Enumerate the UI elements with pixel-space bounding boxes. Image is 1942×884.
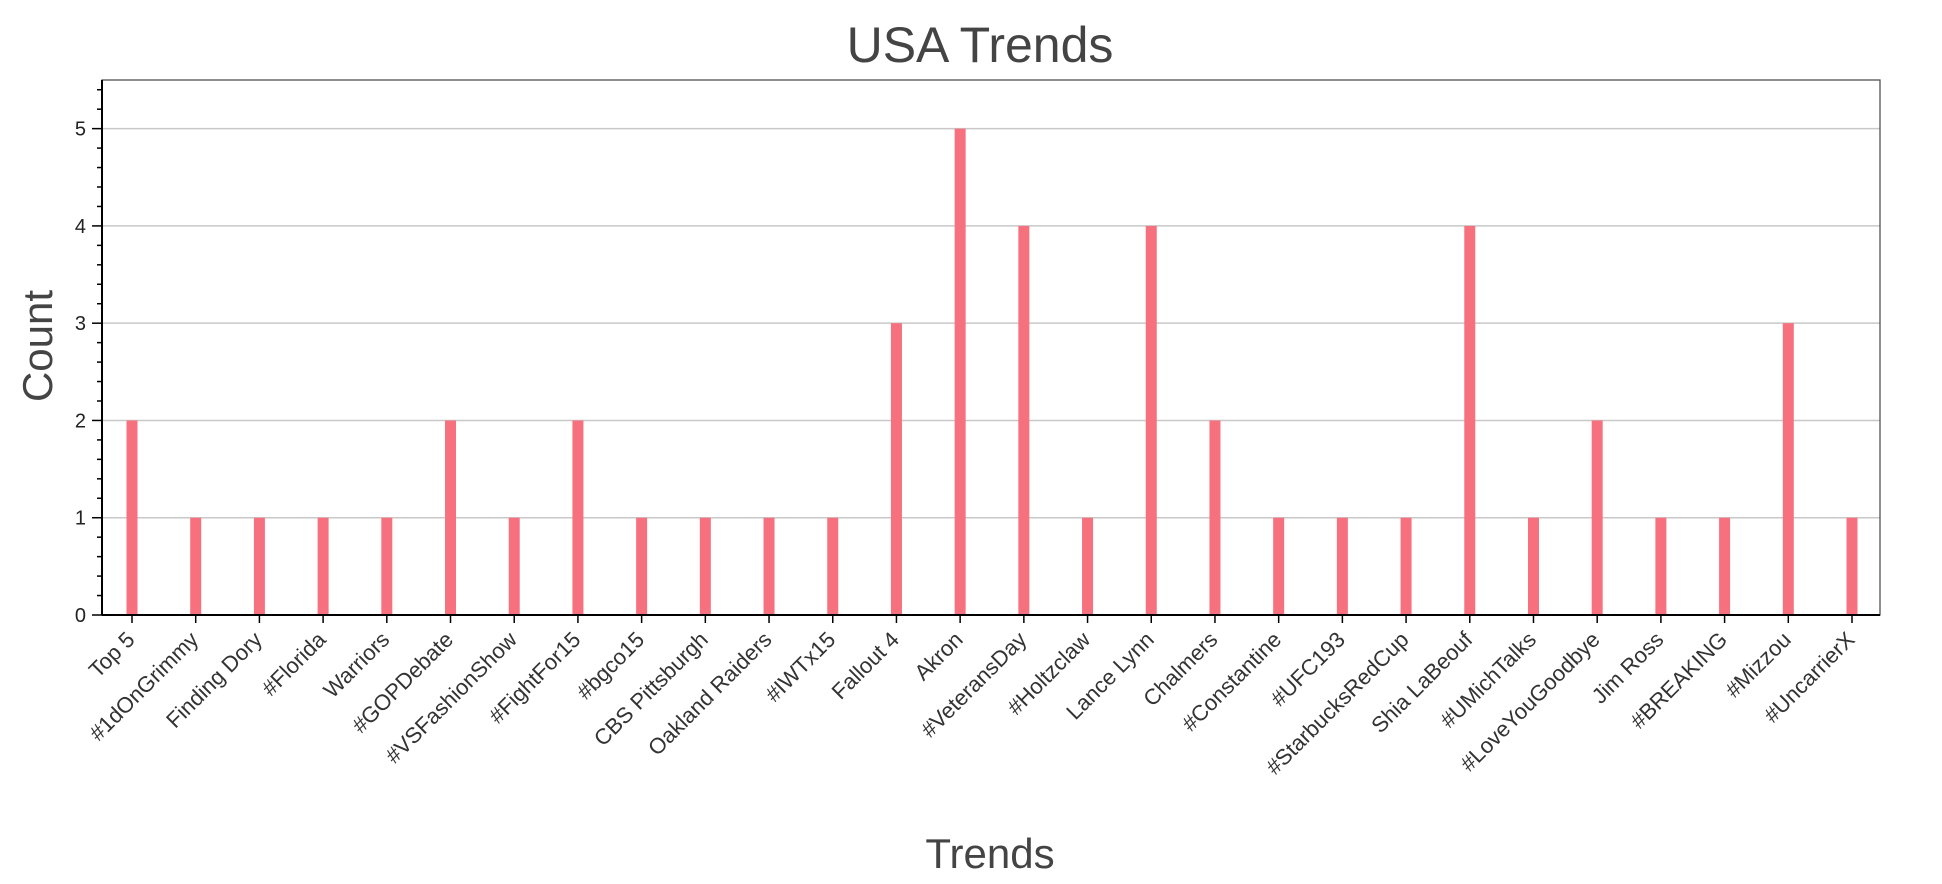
bar — [1400, 517, 1412, 615]
chart-title: USA Trends — [847, 17, 1114, 73]
gridlines — [102, 127, 1880, 519]
y-tick-label: 5 — [75, 119, 86, 141]
bar — [636, 517, 648, 615]
bar — [253, 517, 265, 615]
x-tick-label: CBS Pittsburgh — [589, 627, 713, 751]
x-axis-label: Trends — [925, 830, 1054, 877]
bar — [126, 420, 138, 615]
bar — [1846, 517, 1858, 615]
bars — [126, 128, 1858, 616]
bar — [1655, 517, 1667, 615]
bar — [572, 420, 584, 615]
y-tick-label: 0 — [75, 605, 86, 627]
bar — [381, 517, 393, 615]
bar — [1464, 225, 1476, 615]
x-tick-label: #Florida — [257, 626, 331, 700]
bar — [190, 517, 202, 615]
bar — [1145, 225, 1157, 615]
y-tick-label: 2 — [75, 410, 86, 432]
x-tick-label: Akron — [909, 627, 967, 685]
y-tick-label: 3 — [75, 313, 86, 335]
bar — [827, 517, 839, 615]
bar — [508, 517, 520, 615]
x-tick-label: Fallout 4 — [827, 627, 904, 704]
bar — [1336, 517, 1348, 615]
bar — [317, 517, 329, 615]
bar — [890, 323, 902, 615]
bar — [1082, 517, 1094, 615]
bar — [1018, 225, 1030, 615]
y-tick-label: 1 — [75, 508, 86, 530]
y-axis-ticks: 0 1 2 3 4 5 — [75, 88, 102, 627]
y-tick-label: 4 — [75, 216, 86, 238]
bar — [1209, 420, 1221, 615]
bar — [1782, 323, 1794, 615]
bar — [1591, 420, 1603, 615]
bar — [954, 128, 966, 616]
x-tick-label: #IWTx15 — [760, 627, 840, 707]
bar — [445, 420, 457, 615]
bar — [1273, 517, 1285, 615]
bar — [1527, 517, 1539, 615]
plot-frame — [101, 79, 1881, 616]
x-tick-label: #1dOnGrimmy — [84, 627, 203, 746]
bar — [1719, 517, 1731, 615]
x-tick-label: Top 5 — [84, 627, 140, 683]
y-axis-label: Count — [14, 290, 61, 402]
bar — [763, 517, 775, 615]
bar — [699, 517, 711, 615]
